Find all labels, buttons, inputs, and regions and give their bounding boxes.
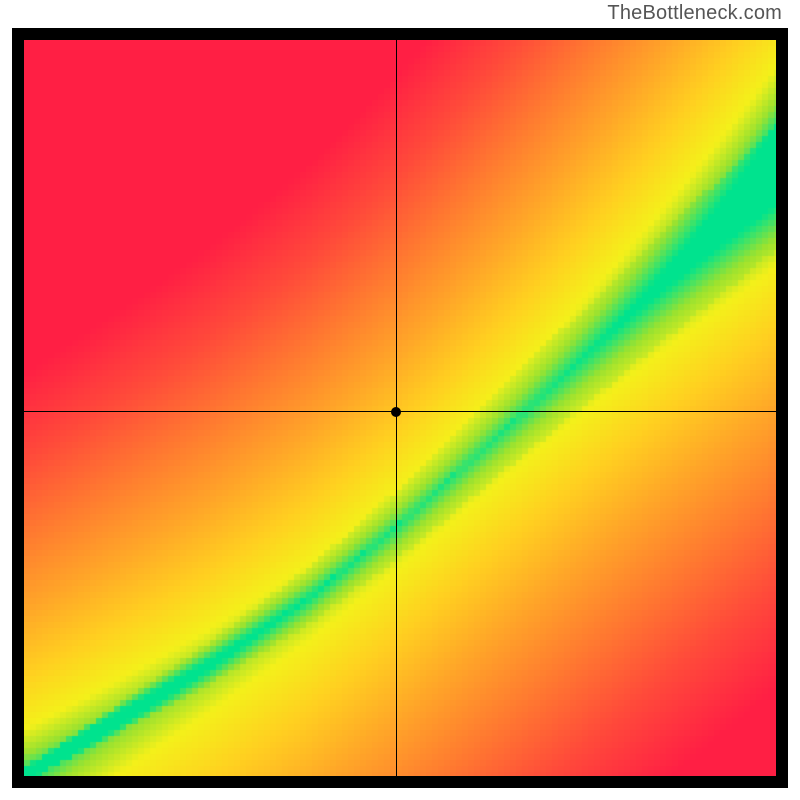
crosshair-marker xyxy=(391,407,401,417)
watermark-text: TheBottleneck.com xyxy=(607,2,782,25)
chart-container: TheBottleneck.com xyxy=(0,0,800,800)
plot-area xyxy=(24,40,776,776)
plot-frame xyxy=(12,28,788,788)
